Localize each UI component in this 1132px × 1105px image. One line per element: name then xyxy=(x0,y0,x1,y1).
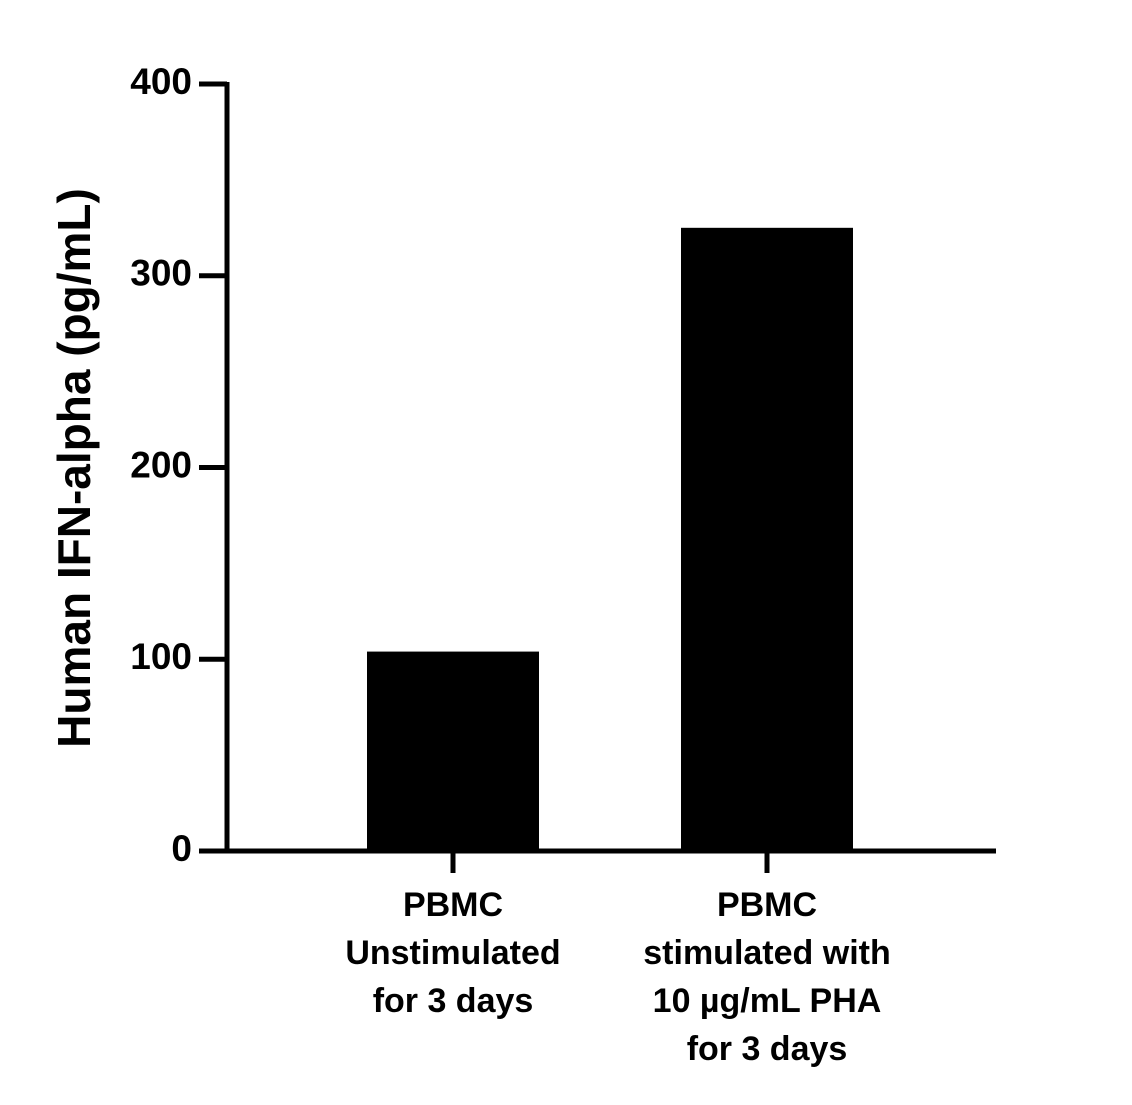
y-tick-label: 300 xyxy=(130,253,192,294)
y-tick-label: 100 xyxy=(130,636,192,677)
x-tick-label: for 3 days xyxy=(687,1030,848,1068)
x-tick-label: for 3 days xyxy=(373,982,534,1020)
y-tick-label: 0 xyxy=(171,828,192,869)
y-tick-label: 200 xyxy=(130,444,192,485)
bar xyxy=(367,651,539,851)
x-tick-label: 10 µg/mL PHA xyxy=(653,982,882,1020)
x-tick-label: Unstimulated xyxy=(345,934,560,972)
y-axis-label: Human IFN-alpha (pg/mL) xyxy=(48,188,100,748)
bar xyxy=(681,227,853,851)
x-tick-label: stimulated with xyxy=(643,934,890,972)
x-tick-label: PBMC xyxy=(717,886,817,924)
y-tick-label: 400 xyxy=(130,61,192,102)
x-tick-label: PBMC xyxy=(403,886,503,924)
